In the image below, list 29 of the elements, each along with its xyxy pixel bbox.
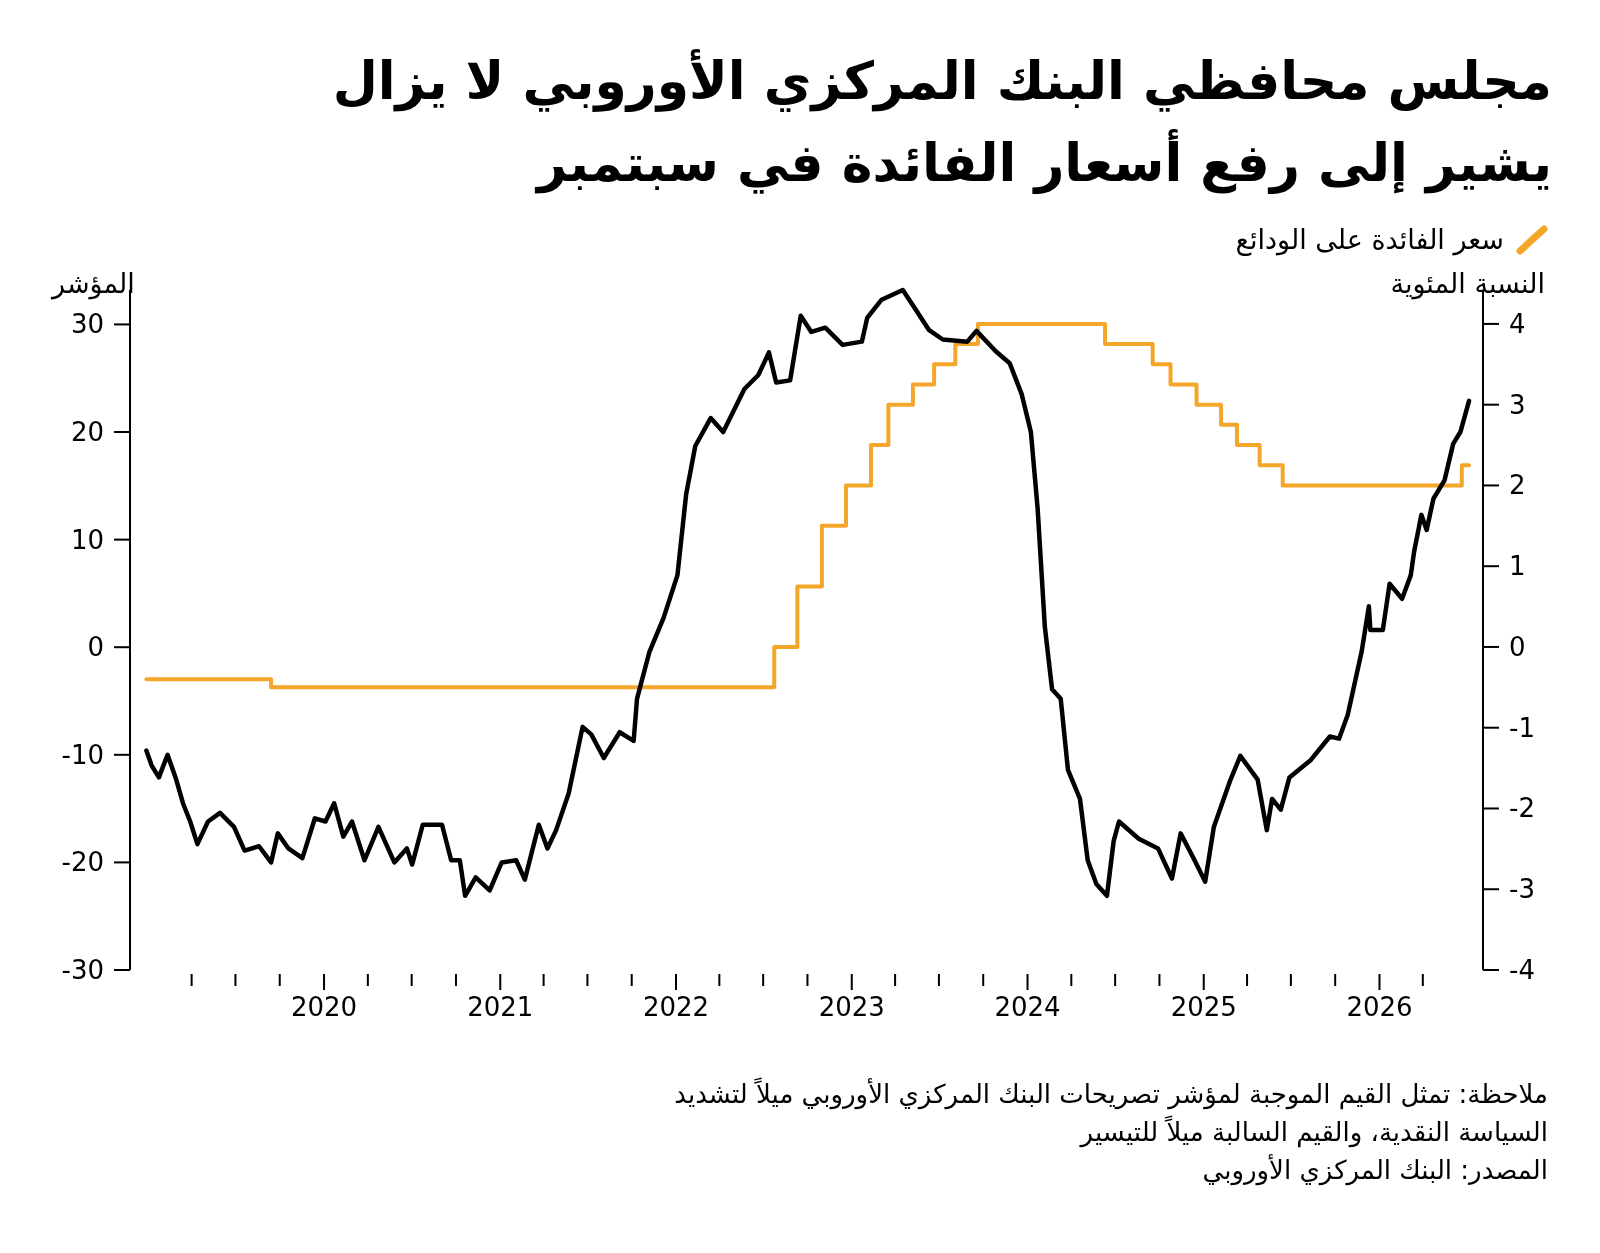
x-tick-label: 2021 — [467, 992, 534, 1022]
y-tick-label: -10 — [61, 739, 104, 770]
y2-tick-label: -4 — [1509, 955, 1535, 985]
text: ملاحظة: تمثل القيم الموجبة لمؤشر تصريحات البنك المركزي الأوروبي ميلاً لتشديد السياسة النقدية، والقيم السالبة ميلاً للتيسير — [673, 1076, 1548, 1150]
y2-tick-label: -3 — [1509, 874, 1535, 905]
y-tick-label: 20 — [70, 417, 104, 448]
text: المصدر: البنك المركزي الأوروبي — [1201, 1153, 1548, 1188]
chart-title: مجلس محافظي البنك المركزي الأوروبي لا يزال يشير إلى رفع أسعار الفائدة في سبتمبر — [331, 48, 1552, 196]
y2-tick-label: -2 — [1509, 793, 1535, 824]
y2-axis-title: النسبة المئوية — [1390, 268, 1545, 299]
y-tick-label: 30 — [70, 309, 104, 340]
y2-tick-label: 2 — [1509, 470, 1526, 501]
x-tick-label: 2022 — [642, 992, 710, 1022]
y-tick-label: -20 — [61, 847, 104, 878]
x-tick-label: 2023 — [818, 992, 885, 1022]
y2-tick-label: 3 — [1509, 389, 1526, 420]
y-tick-label: -30 — [61, 955, 104, 985]
y-tick-label: 10 — [70, 524, 104, 555]
y2-tick-label: 4 — [1509, 308, 1526, 339]
y-axis-title: المؤشر — [52, 268, 135, 299]
x-tick-label: 2020 — [290, 992, 358, 1022]
x-tick-label: 2025 — [1170, 992, 1237, 1022]
y-tick-label: 0 — [87, 632, 104, 663]
legend-label: سعر الفائدة على الودائع — [1235, 224, 1504, 255]
y2-tick-label: -1 — [1509, 712, 1535, 743]
y2-tick-label: 1 — [1509, 551, 1526, 582]
y2-tick-label: 0 — [1509, 631, 1526, 662]
x-tick-label: 2024 — [994, 992, 1061, 1022]
x-tick-label: 2026 — [1346, 992, 1413, 1022]
